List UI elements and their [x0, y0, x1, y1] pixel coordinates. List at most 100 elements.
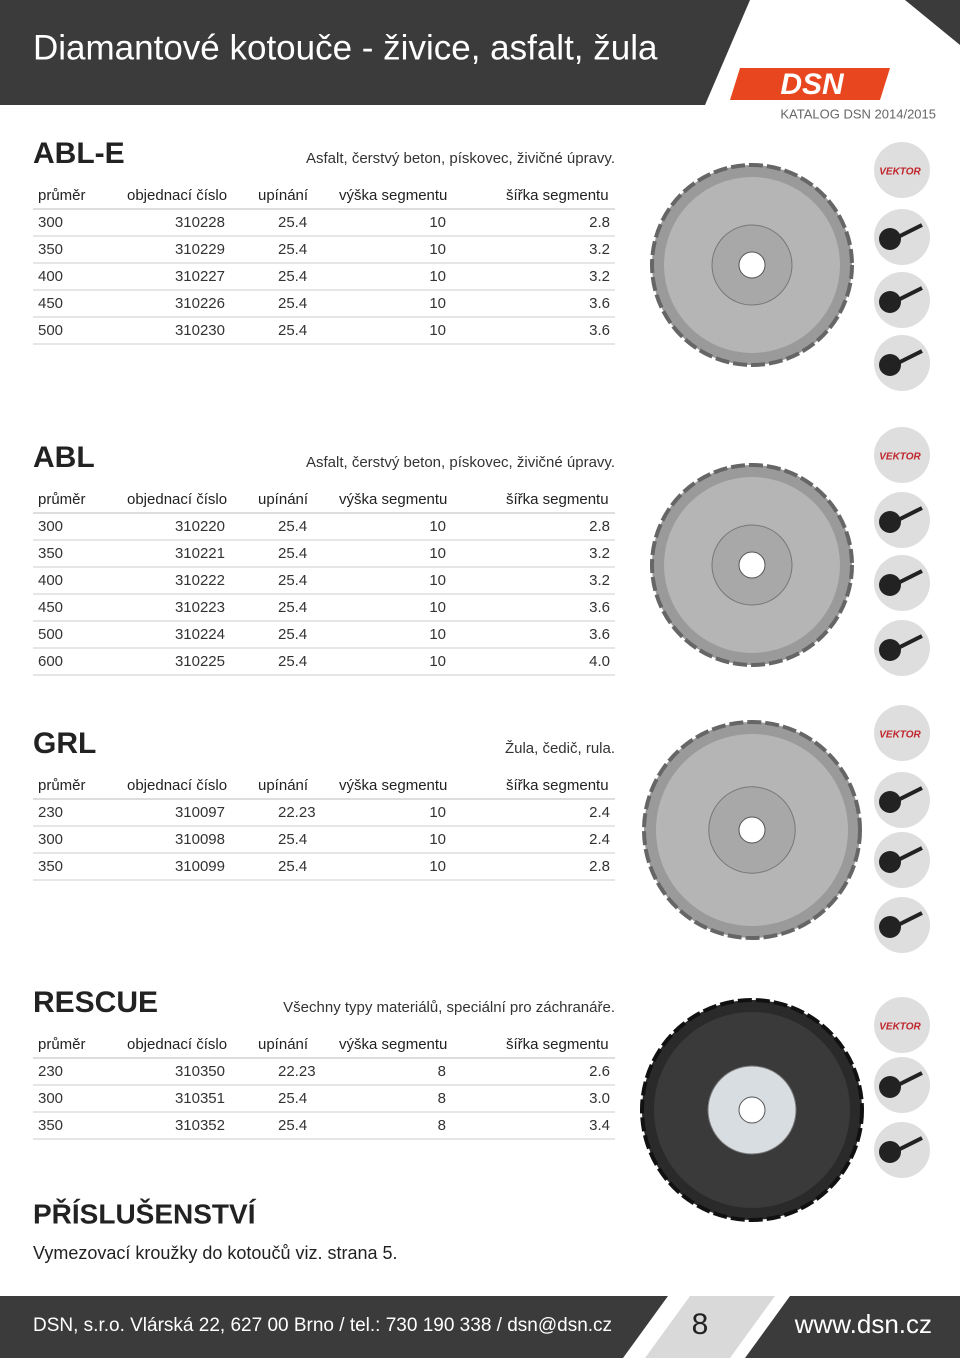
column-header: výška segmentu	[339, 187, 447, 204]
section-title: GRL	[33, 727, 96, 760]
column-header: výška segmentu	[339, 491, 447, 508]
cell: 310228	[175, 214, 225, 231]
cell: 310097	[175, 804, 225, 821]
cell: 230	[38, 1063, 63, 1080]
cell: 25.4	[278, 545, 307, 562]
column-header: šířka segmentu	[506, 491, 609, 508]
cell: 25.4	[278, 858, 307, 875]
column-header: objednací číslo	[127, 1036, 227, 1053]
cell: 10	[429, 572, 446, 589]
tool-icon-disc	[879, 916, 901, 938]
logo-shape	[730, 68, 890, 100]
cell: 2.4	[589, 804, 610, 821]
disc-hole	[738, 816, 766, 844]
column-header: upínání	[258, 187, 309, 204]
cell: 3.2	[589, 545, 610, 562]
cell: 400	[38, 572, 63, 589]
cell: 500	[38, 322, 63, 339]
cell: 2.8	[589, 858, 610, 875]
tool-icon-disc	[879, 639, 901, 661]
cell: 3.2	[589, 572, 610, 589]
page-title: Diamantové kotouče - živice, asfalt, žul…	[33, 28, 658, 67]
tool-icon-handle	[897, 569, 923, 585]
cell: 600	[38, 653, 63, 670]
badge-label: VEKTOR	[879, 452, 921, 463]
section-title: ABL	[33, 441, 95, 474]
section-title: ABL-E	[33, 137, 125, 170]
tool-icon-handle	[897, 286, 923, 302]
tool-icon-handle	[897, 349, 923, 365]
cell: 10	[429, 241, 446, 258]
tool-icon-disc	[879, 574, 901, 596]
cell: 350	[38, 1117, 63, 1134]
cell: 300	[38, 518, 63, 535]
tool-icon-disc	[879, 791, 901, 813]
disc-hole	[738, 551, 766, 579]
tool-icon-disc	[879, 354, 901, 376]
cell: 10	[429, 626, 446, 643]
column-header: šířka segmentu	[506, 187, 609, 204]
cell: 310226	[175, 295, 225, 312]
cell: 2.8	[589, 518, 610, 535]
cell: 300	[38, 214, 63, 231]
section-description: Všechny typy materiálů, speciální pro zá…	[283, 999, 615, 1016]
cell: 10	[429, 858, 446, 875]
cell: 450	[38, 295, 63, 312]
disc-hole	[738, 251, 766, 279]
cell: 310222	[175, 572, 225, 589]
accessories-text: Vymezovací kroužky do kotoučů viz. stran…	[33, 1243, 398, 1263]
cell: 300	[38, 1090, 63, 1107]
cell: 25.4	[278, 1117, 307, 1134]
badge-label: VEKTOR	[879, 730, 921, 741]
cell: 3.6	[589, 626, 610, 643]
tool-icon-disc	[879, 1141, 901, 1163]
cell: 10	[429, 322, 446, 339]
cell: 10	[429, 518, 446, 535]
cell: 10	[429, 804, 446, 821]
disc-hole	[738, 1096, 766, 1124]
cell: 25.4	[278, 241, 307, 258]
cell: 310223	[175, 599, 225, 616]
tool-icon-handle	[897, 846, 923, 862]
header-bar	[0, 0, 750, 105]
column-header: průměr	[38, 777, 86, 794]
cell: 310230	[175, 322, 225, 339]
column-header: šířka segmentu	[506, 777, 609, 794]
cell: 10	[429, 653, 446, 670]
cell: 310227	[175, 268, 225, 285]
cell: 8	[438, 1063, 446, 1080]
cell: 2.8	[589, 214, 610, 231]
column-header: objednací číslo	[127, 187, 227, 204]
section-title: RESCUE	[33, 986, 158, 1019]
cell: 3.2	[589, 268, 610, 285]
column-header: výška segmentu	[339, 777, 447, 794]
badge-circle	[874, 705, 930, 761]
cell: 450	[38, 599, 63, 616]
footer-web: www.dsn.cz	[794, 1309, 932, 1339]
cell: 10	[429, 214, 446, 231]
cell: 500	[38, 626, 63, 643]
logo: DSN	[780, 68, 845, 101]
cell: 3.6	[589, 322, 610, 339]
cell: 230	[38, 804, 63, 821]
cell: 25.4	[278, 214, 307, 231]
cell: 3.6	[589, 295, 610, 312]
column-header: upínání	[258, 1036, 309, 1053]
cell: 25.4	[278, 268, 307, 285]
cell: 2.4	[589, 831, 610, 848]
catalog-label: KATALOG DSN 2014/2015	[780, 106, 936, 121]
column-header: výška segmentu	[339, 1036, 447, 1053]
tool-icon-disc	[879, 511, 901, 533]
cell: 310352	[175, 1117, 225, 1134]
cell: 3.4	[589, 1117, 610, 1134]
section-description: Žula, čedič, rula.	[505, 740, 615, 757]
cell: 3.0	[589, 1090, 610, 1107]
cell: 25.4	[278, 831, 307, 848]
tool-icon-disc	[879, 851, 901, 873]
page-number: 8	[692, 1308, 709, 1341]
cell: 350	[38, 545, 63, 562]
cell: 22.23	[278, 1063, 316, 1080]
footer-bar	[0, 1296, 960, 1358]
cell: 22.23	[278, 804, 316, 821]
cell: 310224	[175, 626, 225, 643]
